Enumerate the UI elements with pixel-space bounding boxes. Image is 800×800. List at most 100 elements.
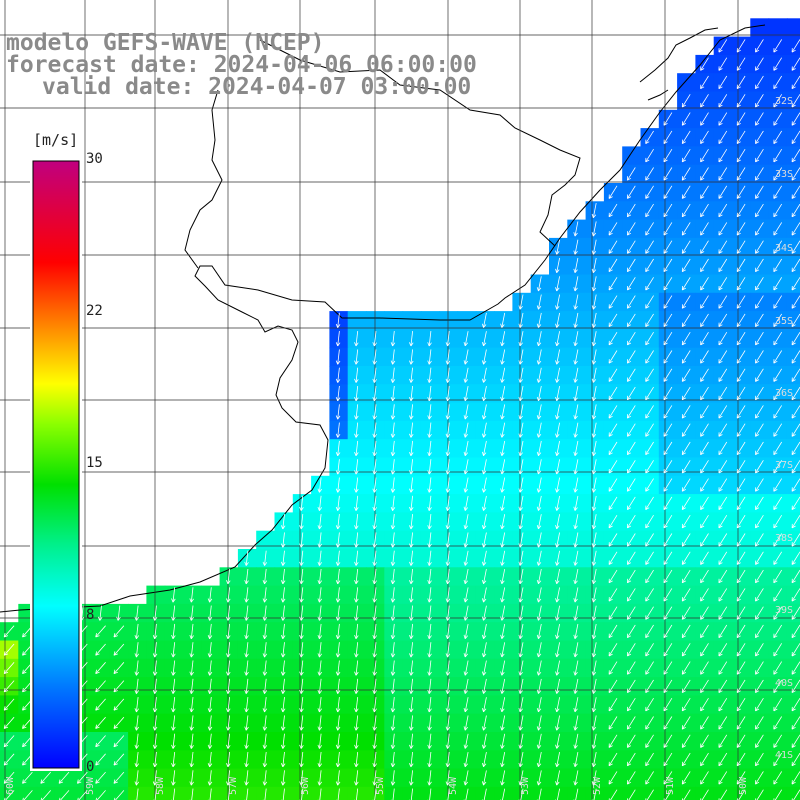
wind-arrow xyxy=(681,386,691,401)
wind-arrow xyxy=(463,678,469,694)
wind-speed-cell xyxy=(786,366,800,385)
wind-arrow xyxy=(700,789,709,800)
wind-speed-cell xyxy=(677,274,696,294)
wind-speed-cell xyxy=(695,494,715,513)
wind-arrow xyxy=(262,623,268,640)
wind-arrow xyxy=(718,148,728,163)
wind-speed-cell xyxy=(713,512,733,532)
wind-arrow xyxy=(134,605,140,621)
wind-speed-cell xyxy=(640,311,660,330)
wind-speed-cell xyxy=(768,402,788,422)
wind-arrow xyxy=(207,751,213,768)
wind-arrow xyxy=(280,605,286,621)
wind-arrow xyxy=(645,167,654,181)
wind-speed-cell xyxy=(786,183,800,202)
wind-arrow xyxy=(736,752,746,767)
wind-speed-cell xyxy=(786,530,800,550)
wind-arrow xyxy=(755,423,764,437)
wind-arrow xyxy=(645,533,654,547)
lon-label: 51W xyxy=(665,776,676,795)
wind-speed-cell xyxy=(768,347,788,367)
wind-arrow xyxy=(718,789,728,800)
wind-arrow xyxy=(463,532,469,548)
wind-arrow xyxy=(152,715,158,731)
wind-arrow xyxy=(555,440,560,456)
wind-arrow xyxy=(773,716,783,730)
wind-arrow xyxy=(773,185,783,199)
wind-arrow xyxy=(113,735,125,748)
wind-arrow xyxy=(152,605,158,621)
wind-arrow xyxy=(755,496,764,510)
wind-arrow xyxy=(171,642,176,658)
wind-arrow xyxy=(718,331,728,346)
wind-speed-cell xyxy=(603,494,623,513)
wind-arrow xyxy=(372,404,377,420)
wind-arrow xyxy=(645,185,654,199)
wind-speed-cell xyxy=(0,713,19,733)
wind-arrow xyxy=(463,367,469,383)
wind-arrow xyxy=(354,385,359,402)
wind-arrow xyxy=(226,587,231,603)
wind-arrow xyxy=(152,733,158,749)
wind-speed-cell xyxy=(750,494,770,513)
wind-arrow xyxy=(317,495,323,511)
wind-arrow xyxy=(791,697,800,712)
wind-arrow xyxy=(244,751,249,768)
wind-arrow xyxy=(335,495,341,511)
wind-arrow xyxy=(445,715,451,731)
wind-speed-cell xyxy=(695,329,715,349)
wind-arrow xyxy=(791,551,800,565)
wind-speed-cell xyxy=(768,475,788,495)
wind-speed-cell xyxy=(732,695,751,715)
wind-speed-cell xyxy=(640,585,660,605)
wind-speed-cell xyxy=(640,658,660,678)
wind-speed-cell xyxy=(695,439,715,459)
wind-speed-cell xyxy=(677,311,696,330)
wind-arrow xyxy=(700,569,709,584)
wind-arrow xyxy=(409,770,414,786)
wind-arrow xyxy=(354,404,359,420)
wind-speed-cell xyxy=(732,164,751,184)
wind-speed-cell xyxy=(750,183,770,202)
wind-arrow xyxy=(591,495,597,511)
wind-arrow xyxy=(409,678,414,694)
wind-arrow xyxy=(463,550,469,566)
wind-arrow xyxy=(627,716,636,730)
wind-arrow xyxy=(335,788,340,800)
wind-arrow xyxy=(627,258,636,273)
wind-speed-cell xyxy=(54,786,74,800)
wind-arrow xyxy=(317,733,323,749)
wind-arrow xyxy=(244,697,249,713)
wind-arrow xyxy=(244,587,249,603)
wind-arrow xyxy=(773,368,783,382)
wind-arrow xyxy=(608,569,618,584)
wind-speed-cell xyxy=(750,109,770,129)
wind-arrow xyxy=(663,588,673,602)
wind-arrow xyxy=(280,751,286,768)
wind-arrow xyxy=(791,496,800,510)
wind-arrow xyxy=(736,258,746,273)
wind-speed-cell xyxy=(0,658,19,678)
wind-arrow xyxy=(663,350,673,364)
wind-speed-cell xyxy=(768,36,788,56)
wind-arrow xyxy=(736,313,746,327)
wind-arrow xyxy=(500,605,506,621)
wind-arrow xyxy=(663,313,673,327)
wind-arrow xyxy=(463,752,469,768)
wind-arrow xyxy=(409,568,414,585)
wind-arrow xyxy=(718,624,728,639)
wind-speed-cell xyxy=(750,732,770,751)
wind-arrow xyxy=(390,367,396,383)
wind-arrow xyxy=(500,752,506,768)
wind-arrow xyxy=(113,698,125,711)
wind-arrow xyxy=(226,715,231,731)
wind-arrow xyxy=(755,313,764,327)
wind-speed-cell xyxy=(695,786,715,800)
wind-arrow xyxy=(681,405,691,419)
wind-arrow xyxy=(95,680,106,693)
wind-speed-cell xyxy=(713,237,733,257)
wind-speed-cell xyxy=(713,768,733,788)
wind-speed-cell xyxy=(786,73,800,93)
wind-speed-cell xyxy=(768,494,788,513)
